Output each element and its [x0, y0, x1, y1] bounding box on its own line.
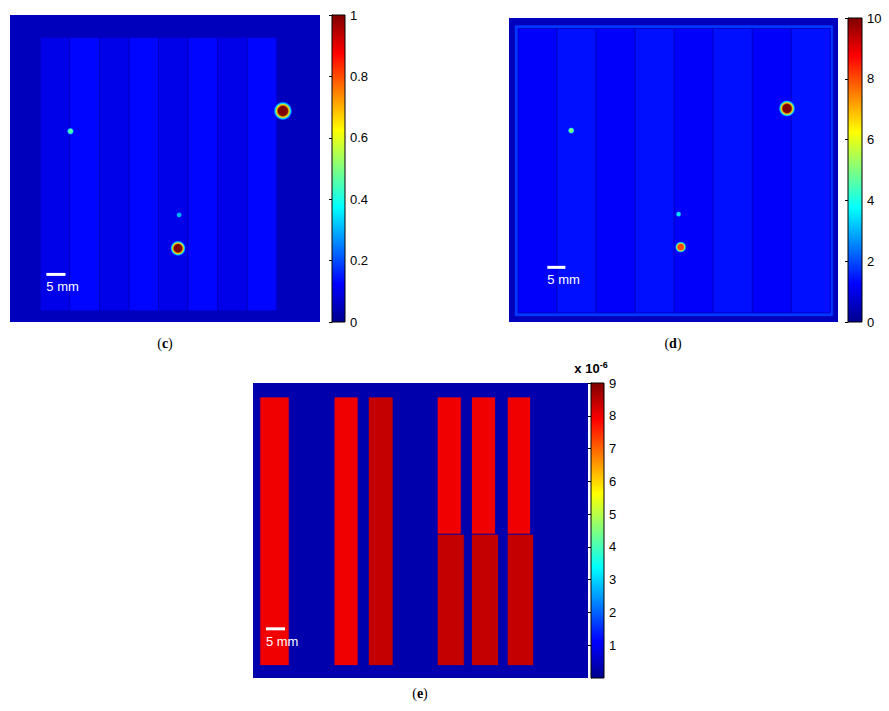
svg-text:8: 8: [609, 408, 616, 423]
svg-text:): ): [423, 686, 428, 702]
svg-text:0: 0: [350, 315, 357, 330]
svg-text:): ): [677, 336, 682, 352]
svg-text:1: 1: [350, 8, 357, 23]
svg-text:3: 3: [609, 572, 616, 587]
svg-text:0: 0: [867, 315, 874, 330]
html-text:(e: (e: [412, 685, 424, 701]
svg-text:6: 6: [867, 132, 874, 147]
svg-text:8: 8: [867, 71, 874, 86]
svg-text:0.2: 0.2: [350, 253, 368, 268]
svg-text:0.4: 0.4: [350, 192, 368, 207]
svg-text:9: 9: [609, 376, 616, 391]
html-text:(c: (c: [157, 335, 169, 351]
svg-text:5 mm: 5 mm: [46, 279, 79, 294]
svg-text:2: 2: [867, 254, 874, 269]
svg-text:4: 4: [867, 193, 874, 208]
svg-text:0.8: 0.8: [350, 69, 368, 84]
svg-text:4: 4: [609, 539, 616, 554]
svg-text:5 mm: 5 mm: [547, 272, 580, 287]
html-text:(d: (d: [664, 335, 677, 351]
svg-text:6: 6: [609, 474, 616, 489]
svg-text:5: 5: [609, 507, 616, 522]
svg-text:10: 10: [867, 11, 881, 26]
svg-text:): ): [168, 336, 173, 352]
svg-text:x 10: x 10: [574, 361, 599, 376]
svg-text:2: 2: [609, 605, 616, 620]
svg-text:1: 1: [609, 638, 616, 653]
svg-text:0.6: 0.6: [350, 130, 368, 145]
svg-text:-6: -6: [600, 360, 608, 370]
svg-text:7: 7: [609, 441, 616, 456]
svg-text:5 mm: 5 mm: [266, 634, 299, 649]
